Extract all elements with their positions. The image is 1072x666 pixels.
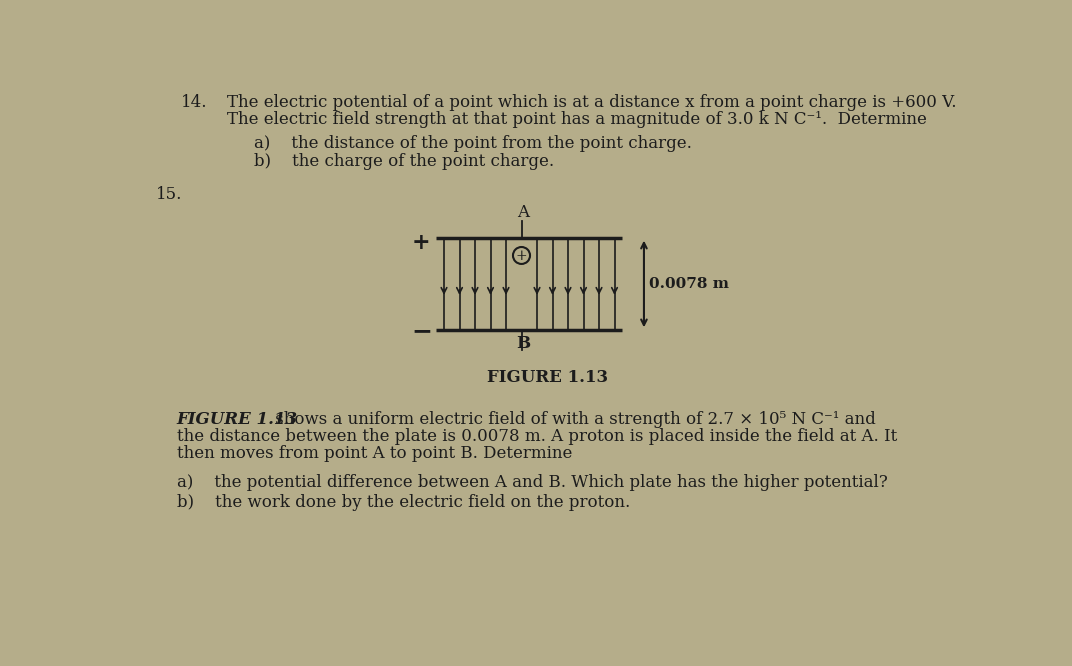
Text: FIGURE 1.13: FIGURE 1.13 <box>177 411 298 428</box>
Text: The electric potential of a point which is at a distance x from a point charge i: The electric potential of a point which … <box>227 94 956 111</box>
Text: a)    the distance of the point from the point charge.: a) the distance of the point from the po… <box>254 135 693 153</box>
Text: +: + <box>516 249 527 263</box>
Text: b)    the charge of the point charge.: b) the charge of the point charge. <box>254 153 554 170</box>
Text: b)    the work done by the electric field on the proton.: b) the work done by the electric field o… <box>177 494 630 511</box>
Text: FIGURE 1.13: FIGURE 1.13 <box>488 369 609 386</box>
Text: 14.: 14. <box>180 94 207 111</box>
Text: 15.: 15. <box>155 186 182 203</box>
Text: −: − <box>412 320 432 344</box>
Text: B: B <box>516 335 531 352</box>
Text: a)    the potential difference between A and B. Which plate has the higher poten: a) the potential difference between A an… <box>177 474 888 491</box>
Text: then moves from point A to point B. Determine: then moves from point A to point B. Dete… <box>177 445 572 462</box>
Text: The electric field strength at that point has a magnitude of 3.0 k N C⁻¹.  Deter: The electric field strength at that poin… <box>227 111 927 128</box>
Text: 0.0078 m: 0.0078 m <box>649 277 729 291</box>
Text: the distance between the plate is 0.0078 m. A proton is placed inside the field : the distance between the plate is 0.0078… <box>177 428 897 445</box>
Text: +: + <box>412 232 430 254</box>
Text: shows a uniform electric field of with a strength of 2.7 × 10⁵ N C⁻¹ and: shows a uniform electric field of with a… <box>270 411 876 428</box>
Text: A: A <box>517 204 530 221</box>
